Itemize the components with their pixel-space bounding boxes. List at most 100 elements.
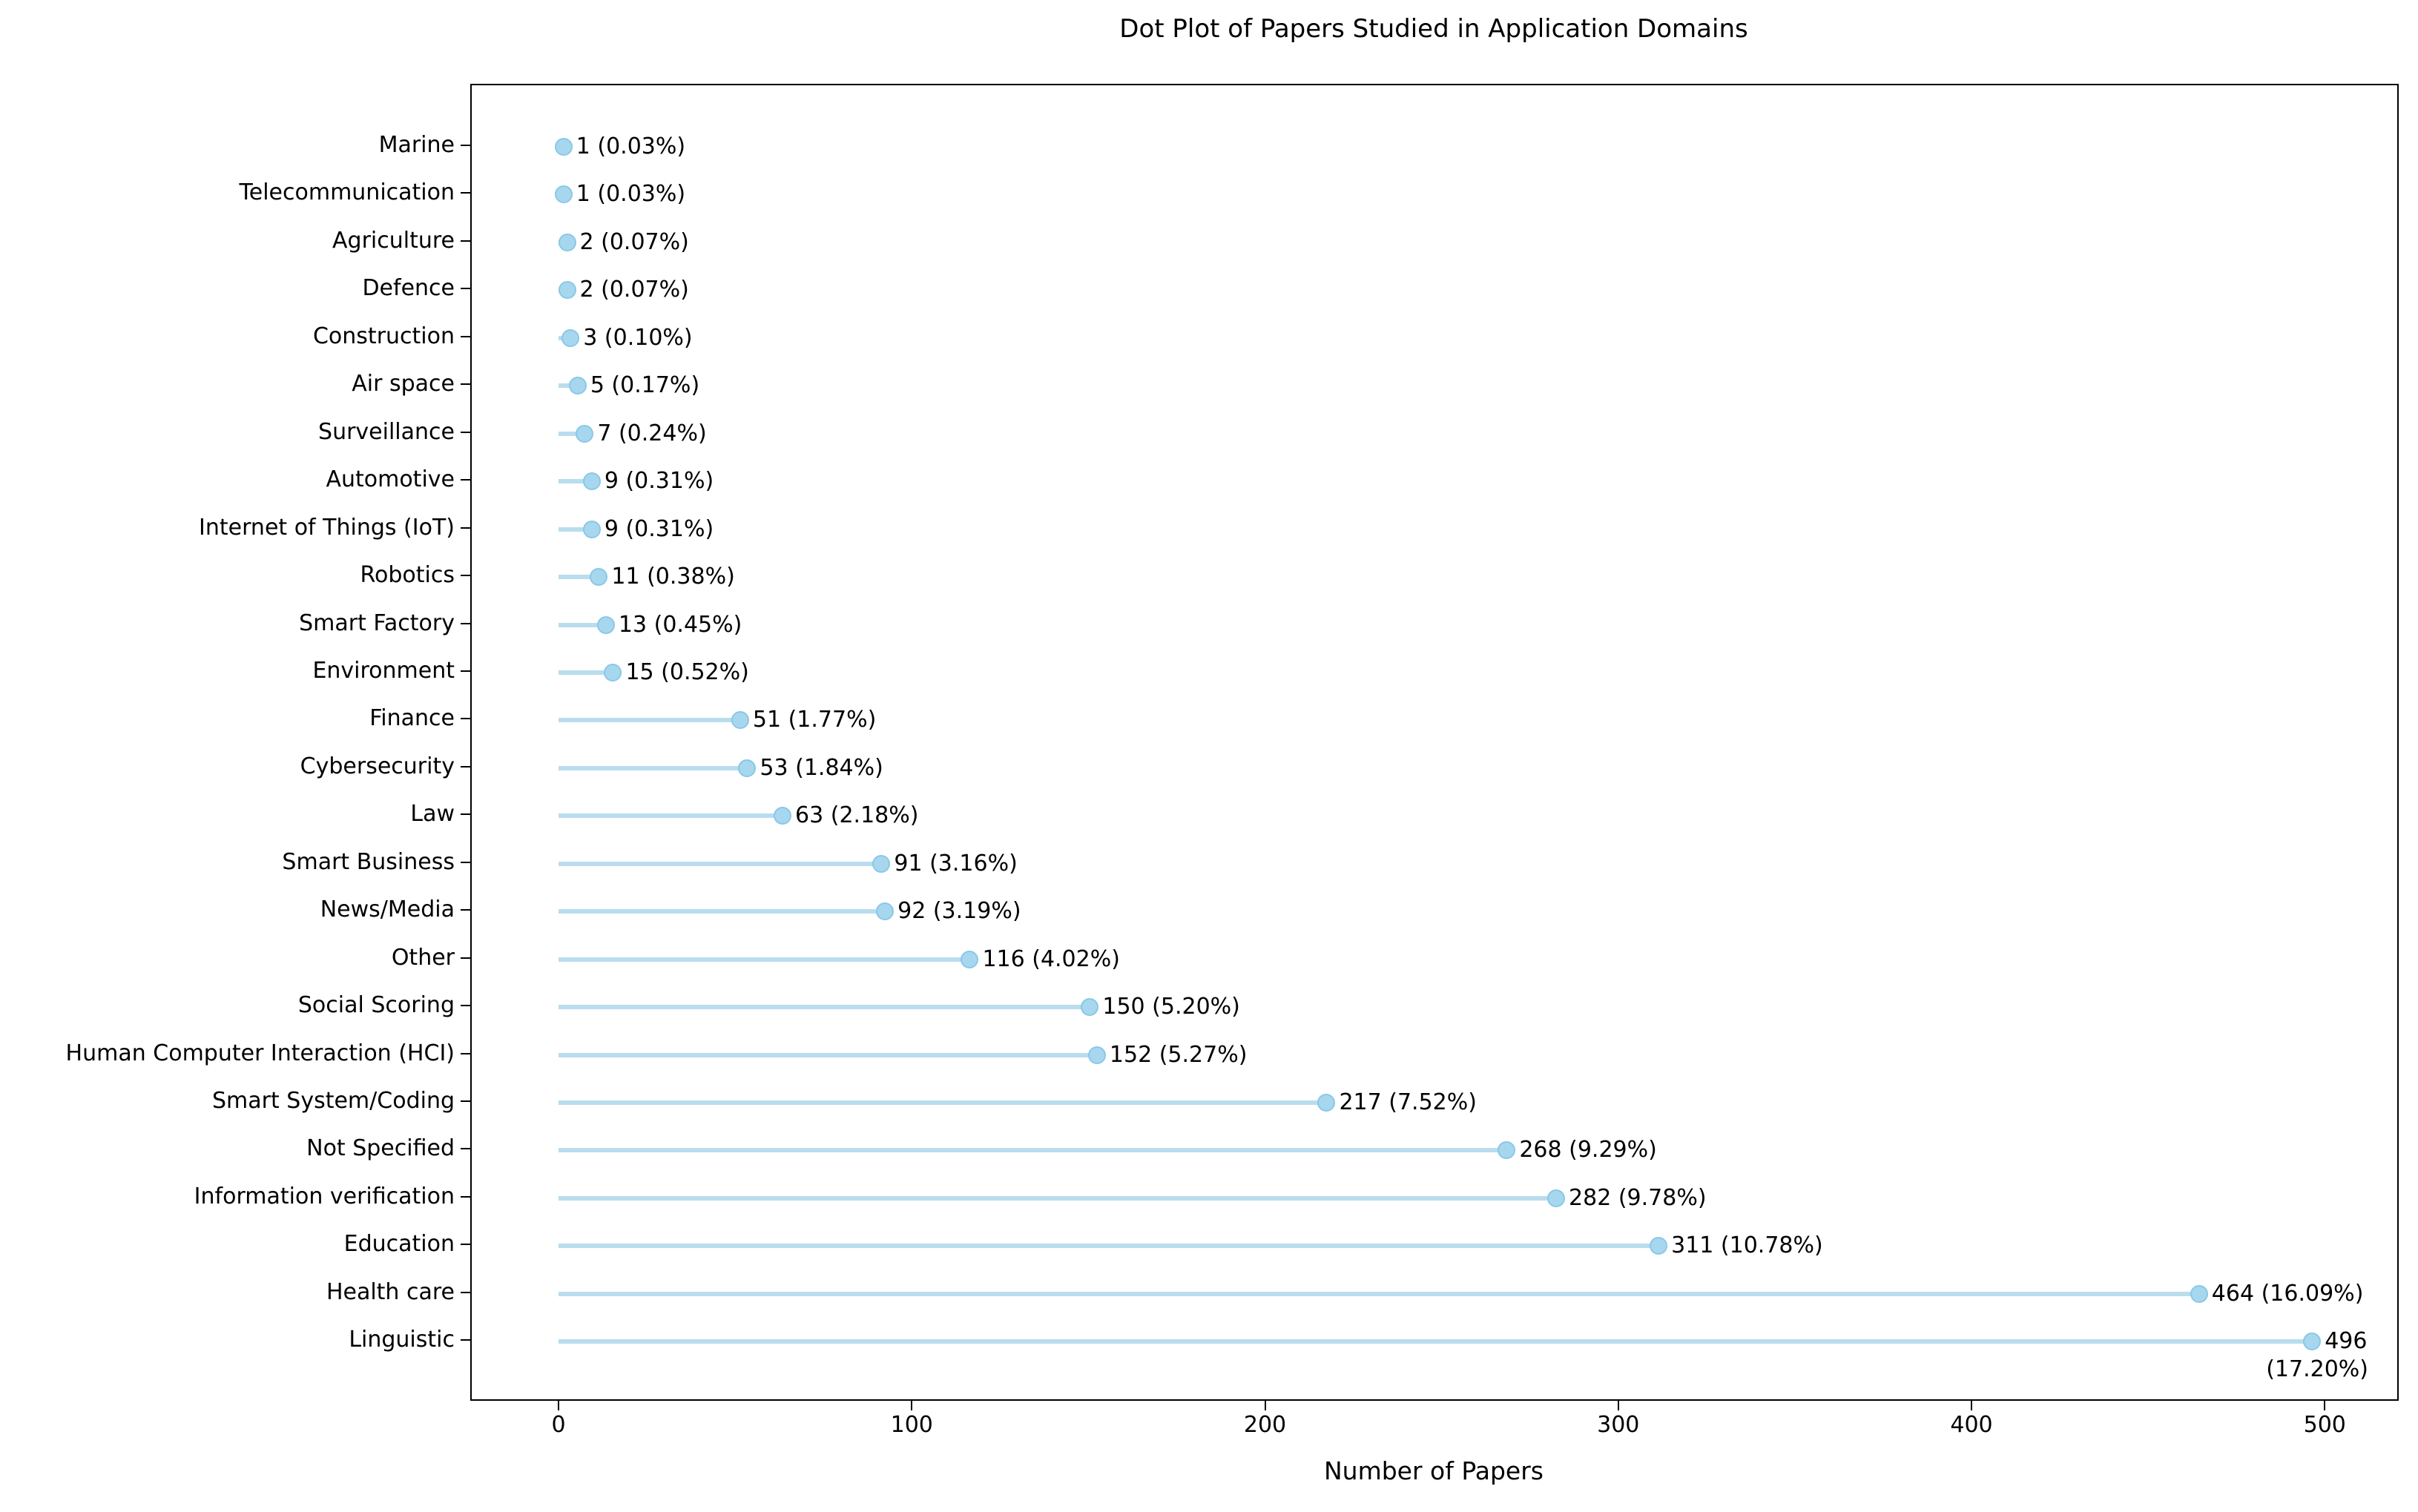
value-annotation: 217 (7.52%)	[1339, 1089, 1477, 1115]
x-tick-label: 400	[1950, 1412, 1993, 1438]
stem-line	[559, 1339, 2311, 1344]
data-dot	[2303, 1333, 2322, 1351]
data-dot	[1081, 998, 1099, 1017]
y-tick-mark	[461, 479, 470, 481]
y-tick-mark	[461, 1005, 470, 1007]
value-annotation: 116 (4.02%)	[982, 945, 1120, 972]
y-tick-mark	[461, 192, 470, 194]
value-annotation-line2: (17.20%)	[2266, 1356, 2368, 1383]
category-label: Education	[343, 1231, 455, 1258]
y-tick-mark	[461, 431, 470, 433]
chart-title: Dot Plot of Papers Studied in Applicatio…	[1119, 14, 1748, 44]
value-annotation: 15 (0.52%)	[625, 658, 749, 685]
value-annotation: 150 (5.20%)	[1102, 994, 1240, 1020]
x-axis-title: Number of Papers	[1323, 1456, 1544, 1485]
category-label: Health care	[326, 1278, 455, 1305]
value-annotation: 11 (0.38%)	[611, 564, 735, 590]
category-label: Construction	[312, 323, 455, 349]
stem-line	[559, 526, 590, 532]
y-tick-mark	[461, 1195, 470, 1198]
data-dot	[774, 807, 792, 825]
x-tick-mark	[911, 1401, 913, 1410]
stem-line	[559, 622, 604, 627]
value-annotation: 2 (0.07%)	[579, 228, 689, 255]
category-label: Agriculture	[332, 227, 455, 254]
data-dot	[961, 950, 979, 968]
category-label: Law	[410, 801, 455, 828]
data-dot	[582, 520, 601, 538]
category-label: Not Specified	[306, 1135, 455, 1162]
y-tick-mark	[461, 1148, 470, 1150]
data-dot	[582, 472, 601, 491]
data-dot	[554, 185, 573, 204]
data-dot	[1547, 1189, 1566, 1207]
stem-line	[559, 1100, 1325, 1105]
y-tick-mark	[461, 765, 470, 767]
category-label: Marine	[378, 132, 455, 158]
y-tick-mark	[461, 718, 470, 720]
value-annotation: 464 (16.09%)	[2211, 1280, 2364, 1307]
stem-line	[559, 479, 590, 484]
data-dot	[731, 711, 749, 730]
data-dot	[1087, 1046, 1106, 1064]
stem-line	[559, 670, 612, 675]
y-tick-mark	[461, 335, 470, 337]
data-dot	[872, 854, 891, 873]
category-label: Smart Business	[282, 848, 455, 875]
x-tick-mark	[1264, 1401, 1266, 1410]
x-tick-mark	[1971, 1401, 1972, 1410]
y-tick-mark	[461, 383, 470, 386]
category-label: Human Computer Interaction (HCI)	[65, 1040, 455, 1066]
y-tick-mark	[461, 909, 470, 911]
value-annotation: 91 (3.16%)	[894, 850, 1018, 877]
data-dot	[876, 902, 895, 921]
y-tick-mark	[461, 861, 470, 863]
category-label: Surveillance	[318, 418, 455, 445]
category-label: Air space	[352, 371, 455, 397]
value-annotation: 63 (2.18%)	[795, 802, 919, 829]
stem-line	[559, 1148, 1506, 1153]
data-dot	[576, 424, 594, 443]
x-tick-label: 300	[1597, 1412, 1640, 1438]
data-dot	[590, 568, 608, 587]
y-tick-mark	[461, 145, 470, 146]
y-tick-mark	[461, 1052, 470, 1054]
value-annotation: 282 (9.78%)	[1569, 1184, 1707, 1211]
value-annotation: 3 (0.10%)	[583, 324, 693, 351]
value-annotation: 152 (5.27%)	[1109, 1041, 1248, 1068]
x-tick-mark	[1617, 1401, 1619, 1410]
y-tick-mark	[461, 526, 470, 529]
x-tick-mark	[558, 1401, 559, 1410]
data-dot	[554, 138, 573, 156]
value-annotation: 9 (0.31%)	[604, 468, 714, 495]
stem-line	[559, 765, 746, 770]
stem-line	[559, 957, 969, 962]
category-label: Smart Factory	[299, 610, 455, 636]
y-tick-mark	[461, 957, 470, 959]
value-annotation: 9 (0.31%)	[604, 515, 714, 542]
stem-line	[559, 909, 884, 914]
data-dot	[596, 615, 615, 634]
stem-line	[559, 1195, 1555, 1201]
x-tick-label: 500	[2303, 1412, 2346, 1438]
y-tick-mark	[461, 1100, 470, 1102]
x-tick-label: 0	[551, 1412, 566, 1438]
category-label: Robotics	[360, 562, 455, 589]
category-label: Linguistic	[349, 1327, 455, 1353]
value-annotation: 1 (0.03%)	[576, 181, 686, 208]
category-label: Automotive	[326, 466, 455, 493]
stem-line	[559, 575, 598, 580]
category-label: Information verification	[194, 1183, 455, 1209]
stem-line	[559, 1291, 2198, 1296]
data-dot	[1650, 1237, 1668, 1255]
y-tick-mark	[461, 288, 470, 290]
category-label: Other	[391, 944, 455, 971]
plot-area: 1 (0.03%) 1 (0.03%) 2 (0.07%) 2 (0.07%) 3 (0…	[470, 84, 2399, 1401]
data-dot	[558, 233, 576, 251]
stem-line	[559, 383, 576, 389]
value-annotation: 2 (0.07%)	[579, 277, 689, 303]
stem-line	[559, 1005, 1089, 1010]
value-annotation: 92 (3.19%)	[897, 898, 1021, 925]
y-tick-mark	[461, 575, 470, 577]
